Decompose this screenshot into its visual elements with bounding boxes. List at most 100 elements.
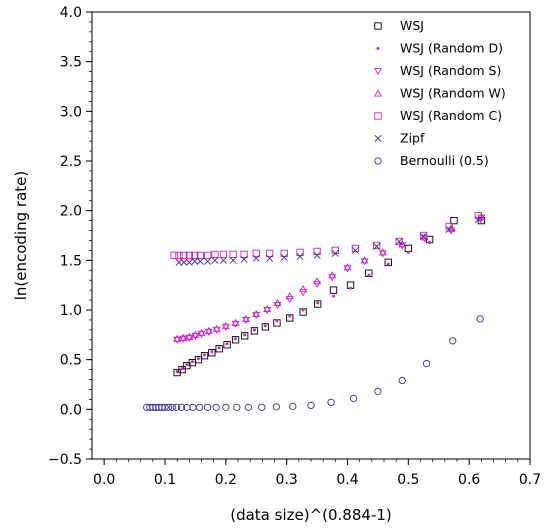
x-tick-label: 0.2: [215, 472, 237, 488]
x-marker-stroke: [180, 258, 188, 266]
x-marker-stroke: [296, 252, 304, 260]
data-point: [476, 315, 484, 323]
data-point: [343, 265, 352, 273]
data-point: [316, 301, 320, 305]
data-point: [243, 333, 247, 337]
data-point: [272, 403, 280, 411]
data-point: [208, 349, 216, 357]
data-point: [474, 216, 482, 224]
data-point: [191, 257, 199, 265]
data-point: [374, 387, 382, 396]
data-point: [360, 256, 369, 264]
data-point: [185, 332, 194, 340]
data-point: [252, 249, 260, 258]
x-tick-label: 0.3: [276, 472, 298, 488]
x-marker-stroke: [204, 257, 212, 265]
legend-marker: [374, 67, 382, 76]
x-marker-stroke: [211, 256, 219, 264]
data-point: [231, 320, 240, 329]
series-3: [173, 212, 486, 342]
data-point: [445, 226, 453, 234]
data-point: [449, 337, 457, 345]
data-point: [386, 262, 390, 266]
data-point: [252, 328, 256, 332]
data-point: [285, 296, 294, 304]
data-point: [229, 250, 237, 259]
data-point: [241, 314, 250, 322]
data-point: [231, 318, 240, 326]
data-point: [189, 403, 197, 411]
series-4: [170, 211, 482, 260]
legend-entry: WSJ (Random D): [400, 41, 503, 56]
data-point: [203, 403, 212, 411]
data-point: [420, 232, 428, 241]
series-1: [175, 218, 483, 374]
data-point: [395, 237, 403, 245]
x-marker-stroke: [373, 242, 381, 250]
data-point: [419, 231, 428, 240]
data-point: [173, 336, 182, 344]
data-point: [190, 360, 194, 364]
data-point: [164, 403, 173, 411]
legend-marker: [374, 89, 382, 97]
data-point: [263, 306, 272, 315]
data-point: [331, 249, 339, 257]
data-point: [406, 250, 410, 254]
data-point: [185, 251, 193, 260]
data-point: [210, 350, 214, 354]
x-tick-label: 0.4: [336, 472, 358, 488]
data-point: [398, 376, 406, 385]
x-marker-stroke: [240, 255, 248, 263]
data-point: [351, 244, 360, 253]
series-2: [173, 214, 486, 344]
data-point: [177, 403, 186, 411]
series-5: [175, 216, 482, 266]
data-point: [299, 285, 308, 293]
data-point: [313, 277, 322, 285]
data-point: [331, 246, 339, 255]
data-point: [373, 242, 381, 250]
data-point: [241, 316, 250, 325]
x-marker-stroke: [445, 226, 453, 234]
data-point: [273, 298, 282, 307]
legend-marker: [374, 134, 382, 143]
data-point: [180, 258, 188, 266]
data-point: [378, 248, 387, 256]
legend-marker: [374, 22, 382, 30]
data-point: [250, 327, 259, 335]
series-6: [143, 315, 484, 411]
x-axis-label: (data size)^(0.884-1): [230, 506, 392, 524]
data-point: [349, 394, 358, 403]
data-point: [252, 311, 261, 320]
data-point: [285, 291, 294, 300]
data-point: [301, 308, 305, 312]
data-point: [203, 251, 212, 260]
data-point: [212, 403, 220, 411]
data-point: [203, 353, 207, 357]
x-marker-stroke: [196, 257, 204, 265]
data-point: [367, 273, 371, 277]
legend-entry: WSJ (Random C): [400, 108, 502, 123]
data-point: [179, 333, 188, 341]
data-point: [266, 254, 274, 262]
y-tick-label: 3.0: [60, 104, 82, 120]
data-point: [200, 352, 209, 360]
data-point: [398, 240, 407, 248]
data-point: [404, 244, 412, 253]
y-tick-label: 0.0: [60, 402, 82, 418]
data-point: [211, 256, 219, 264]
data-point: [191, 330, 200, 338]
legend-marker: [376, 47, 380, 50]
data-point: [233, 403, 241, 411]
data-point: [178, 365, 186, 374]
data-point: [221, 321, 230, 329]
data-point: [180, 367, 184, 371]
data-point: [349, 286, 353, 290]
data-point: [263, 324, 267, 328]
data-point: [252, 254, 260, 262]
legend-entry: WSJ (Random S): [400, 63, 501, 78]
legend-entry: WSJ (Random W): [400, 86, 506, 101]
data-point: [231, 336, 240, 344]
x-marker-stroke: [191, 257, 199, 265]
